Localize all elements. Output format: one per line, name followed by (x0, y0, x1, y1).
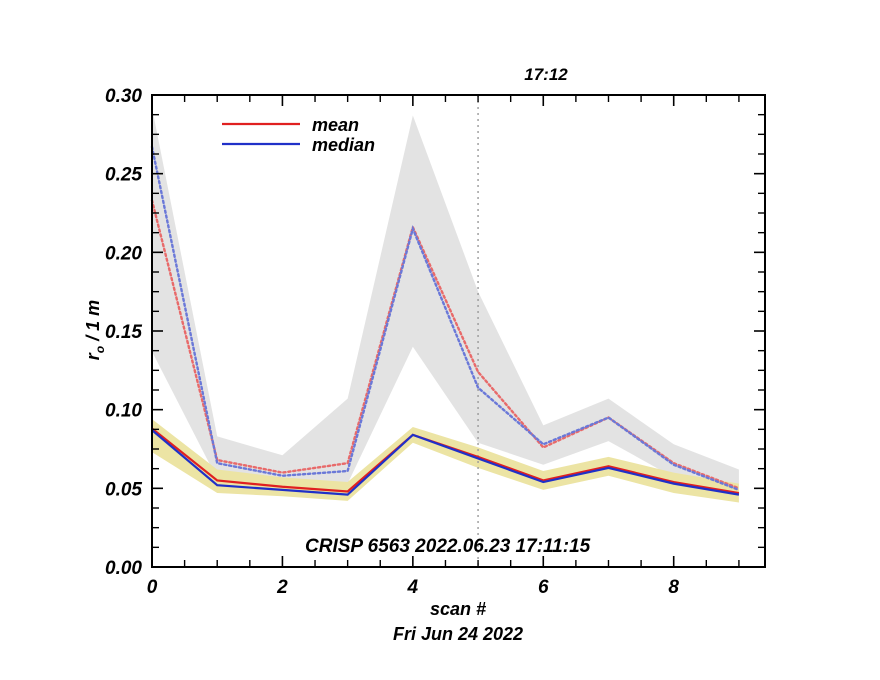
y-axis-title-unit: / 1 m (83, 300, 103, 346)
axis-ticks (151, 94, 765, 568)
x-axis-tick-labels: 0 2 4 6 8 (147, 577, 680, 598)
x-tick-label: 4 (407, 577, 419, 598)
y-tick-label: 0.10 (105, 401, 142, 422)
y-axis-title-r: r (83, 352, 103, 360)
x-axis-date-label: Fri Jun 24 2022 (393, 624, 523, 644)
x-tick-label: 6 (538, 577, 549, 598)
x-tick-label: 2 (276, 577, 288, 598)
y-tick-label: 0.05 (105, 479, 142, 500)
chart-title: 17:12 (524, 65, 568, 84)
x-tick-label: 8 (668, 577, 679, 598)
y-axis-title: ro / 1 m (83, 300, 107, 360)
y-tick-label: 0.15 (105, 322, 142, 343)
y-tick-label: 0.30 (105, 86, 142, 107)
uncertainty-bands (152, 107, 739, 503)
legend-label-median: median (312, 135, 375, 155)
data-annotation: CRISP 6563 2022.06.23 17:11:15 (305, 536, 591, 557)
y-tick-label: 0.20 (105, 243, 142, 264)
x-tick-label: 0 (147, 577, 158, 598)
data-series-group (150, 145, 741, 496)
series-median-best (150, 145, 741, 492)
y-axis-tick-labels: 0.00 0.05 0.10 0.15 0.20 0.25 0.30 (105, 86, 142, 579)
x-axis-title: scan # (430, 599, 486, 619)
legend-label-mean: mean (312, 115, 359, 135)
y-tick-label: 0.25 (105, 165, 142, 186)
y-axis-title-subscript: o (93, 346, 107, 353)
series-median (151, 429, 740, 496)
chart-legend: mean median (222, 115, 375, 155)
y-tick-label: 0.00 (105, 558, 142, 579)
yellow-uncertainty-band (152, 419, 739, 503)
